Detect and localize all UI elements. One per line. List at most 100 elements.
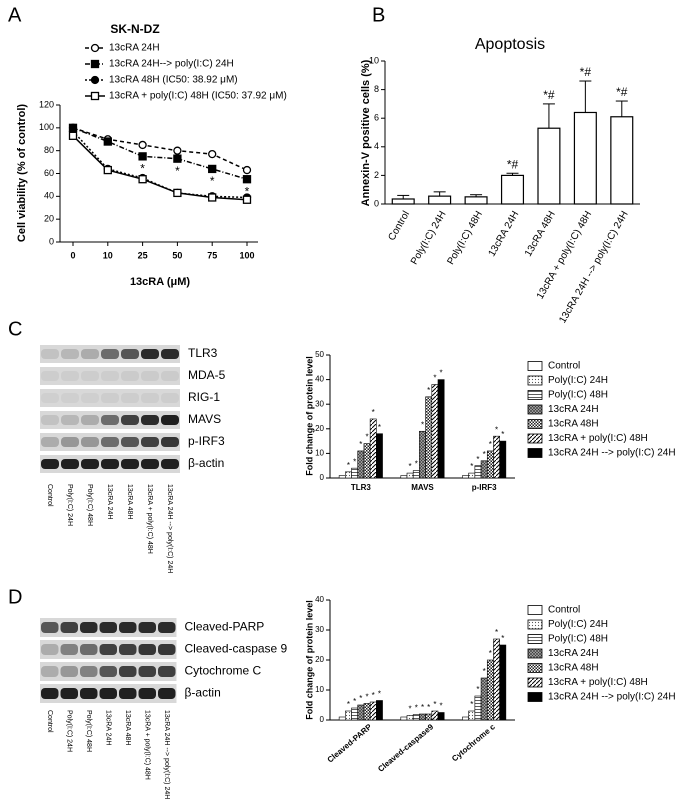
legend-swatch [527,361,543,371]
blot-band [161,371,179,381]
bar [376,700,383,721]
significance: * [470,700,473,709]
blot-band [101,393,119,403]
marker [242,195,252,204]
bar [425,713,433,721]
x-tick-label: p-IRF3 [472,483,497,492]
bar [363,703,371,721]
blot-band [161,437,179,447]
blot-band [80,688,98,699]
panel-label: B [372,4,385,26]
legend-label: 13cRA 24H --> poly(I:C) 24H [548,692,676,703]
lane-label: 13cRA 24H --> poly(I:C) 24H [166,484,173,573]
blot-band [41,415,59,425]
protein-label: p-IRF3 [188,434,225,448]
significance: * [365,693,368,702]
y-tick-label: 4 [374,141,379,151]
blot-band [121,459,139,469]
marker [173,188,182,198]
y-axis-label: Fold change of protein level [304,600,314,720]
significance: * [347,700,350,709]
lane-label: Control [46,710,53,733]
bar [400,475,408,479]
y-tick-label: 20 [44,214,54,224]
lane-label: 13cRA 48H [126,484,133,519]
bar [338,475,346,479]
blot-band [141,415,159,425]
blot-band [158,644,176,655]
blot-band [61,459,79,469]
blot-band [41,393,59,403]
bar [573,111,597,205]
blot-band [101,437,119,447]
legend-swatch [527,677,543,688]
significance: * [433,700,436,709]
blot-band [80,666,98,677]
significance: * [353,457,356,466]
bar [345,471,352,479]
bar [357,704,365,721]
blot-strip [40,389,180,407]
y-tick-label: 2 [374,170,379,180]
blot-band [161,459,179,469]
blot-band [61,349,79,359]
y-tick-label: 40 [44,191,54,201]
protein-label: Cleaved-caspase 9 [185,642,288,656]
x-tick-label: 13cRA 24H --> poly(I:C) 24H [557,209,630,325]
bar [419,713,426,721]
x-tick-label: Poly(I:C) 24H [409,209,449,266]
blot-band [41,622,59,633]
lane-label: 13cRA + poly(I:C) 48H [143,710,150,780]
significance: * [440,369,443,378]
bar [480,677,488,721]
x-tick-label: Cleaved-caspase9 [376,722,435,774]
bar [493,638,500,721]
series-line [72,127,248,180]
blot-band [41,688,59,699]
marker [68,131,78,140]
bar [351,707,359,721]
legend-label: Poly(I:C) 24H [548,375,608,386]
significance: * [427,386,430,395]
blot-band [81,371,99,381]
marker [90,43,100,53]
significance: * [501,430,504,439]
significance: * [353,697,356,706]
significance: * [470,462,473,471]
protein-label: RIG-1 [188,390,220,404]
marker [242,175,252,184]
significance: * [440,702,443,711]
bar [437,379,445,479]
legend-swatch [527,692,543,702]
panel-label: A [8,4,22,26]
blot-band [138,644,156,655]
x-tick-label: Cleaved-PARP [326,722,374,765]
y-tick-label: 10 [315,685,324,694]
blot-band [121,393,139,403]
blot-band [41,666,59,677]
significance: * [175,164,180,178]
y-axis-label: Fold change of protein level [304,356,314,476]
blot-band [141,437,159,447]
bar [431,384,439,479]
marker [90,59,100,69]
blot-band [141,349,159,359]
legend-swatch [527,663,543,673]
bar [412,714,420,721]
legend-label: 13cRA 24H [548,648,599,659]
bar [428,195,452,205]
marker [90,91,100,101]
x-tick-label: 25 [138,250,148,260]
blot-band [141,393,159,403]
legend-label: Poly(I:C) 48H [548,634,608,645]
blot-band [99,666,117,677]
significance: * [347,461,350,470]
marker [103,165,112,175]
blot-band [119,644,137,655]
blot-band [81,349,99,359]
significance: *# [616,85,628,99]
y-tick-label: 80 [44,145,54,155]
blot-band [60,666,78,677]
